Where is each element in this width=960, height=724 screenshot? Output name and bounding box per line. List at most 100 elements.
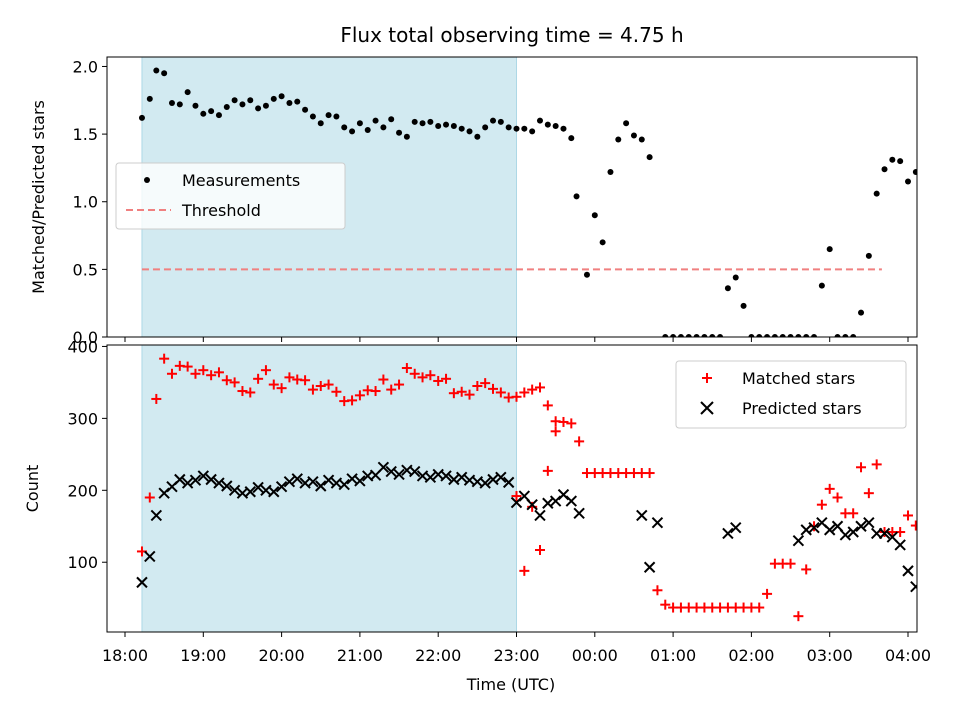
data-point	[584, 272, 590, 278]
data-point	[380, 124, 386, 130]
data-point	[574, 193, 580, 199]
data-point	[637, 510, 647, 520]
data-point	[521, 126, 527, 132]
data-point	[169, 100, 175, 106]
y-tick-label: 100	[67, 553, 98, 572]
data-point	[952, 334, 958, 340]
data-point	[786, 559, 796, 569]
data-point	[412, 119, 418, 125]
x-tick-label: 20:00	[259, 646, 305, 665]
data-point	[443, 122, 449, 128]
data-point	[271, 96, 277, 102]
chart-title: Flux total observing time = 4.75 h	[340, 23, 683, 47]
data-point	[754, 603, 764, 613]
data-point	[161, 70, 167, 76]
data-point	[153, 68, 159, 74]
y-tick-label: 400	[67, 337, 98, 356]
data-point	[451, 123, 457, 129]
data-point	[919, 520, 929, 530]
data-point	[263, 103, 269, 109]
data-point	[349, 128, 355, 134]
data-point	[819, 283, 825, 289]
data-point	[762, 589, 772, 599]
y-tick-label: 2.0	[73, 57, 98, 76]
x-axis-label: Time (UTC)	[466, 675, 555, 694]
x-tick-label: 21:00	[337, 646, 383, 665]
data-point	[615, 137, 621, 143]
data-point	[897, 158, 903, 164]
y-axis-label: Count	[23, 465, 42, 513]
data-point	[459, 126, 465, 132]
data-point	[529, 128, 535, 134]
data-point	[840, 530, 850, 540]
data-point	[645, 562, 655, 572]
data-point	[833, 492, 843, 502]
data-point	[365, 127, 371, 133]
data-point	[255, 105, 261, 111]
data-point	[911, 521, 921, 531]
data-point	[817, 500, 827, 510]
data-point	[232, 97, 238, 103]
data-point	[535, 510, 545, 520]
data-point	[652, 518, 662, 528]
data-point	[373, 118, 379, 124]
data-point	[874, 191, 880, 197]
data-point	[928, 141, 934, 147]
legend-label: Predicted stars	[742, 399, 862, 418]
data-point	[519, 566, 529, 576]
data-point	[310, 114, 316, 120]
data-point	[139, 115, 145, 121]
data-point	[177, 101, 183, 107]
data-point	[279, 93, 285, 99]
data-point	[825, 484, 835, 494]
data-point	[566, 418, 576, 428]
data-point	[639, 137, 645, 143]
y-tick-label: 300	[67, 409, 98, 428]
data-point	[467, 128, 473, 134]
data-point	[208, 108, 214, 114]
data-point	[858, 310, 864, 316]
legend-marker	[144, 177, 150, 183]
legend-label: Measurements	[182, 171, 300, 190]
data-point	[926, 566, 936, 576]
y-tick-label: 1.5	[73, 125, 98, 144]
data-point	[560, 126, 566, 132]
data-point	[623, 120, 629, 126]
data-point	[553, 123, 559, 129]
data-point	[239, 101, 245, 107]
legend-label: Matched stars	[742, 369, 855, 388]
data-point	[905, 178, 911, 184]
data-point	[435, 123, 441, 129]
data-point	[895, 540, 905, 550]
y-tick-label: 0.5	[73, 260, 98, 279]
data-point	[427, 119, 433, 125]
data-point	[848, 527, 858, 537]
y-tick-label: 1.0	[73, 193, 98, 212]
x-tick-label: 02:00	[728, 646, 774, 665]
data-point	[848, 508, 858, 518]
data-point	[341, 124, 347, 130]
data-point	[592, 212, 598, 218]
data-point	[490, 118, 496, 124]
data-point	[903, 510, 913, 520]
data-point	[903, 566, 913, 576]
data-point	[872, 459, 882, 469]
data-point	[647, 154, 653, 160]
data-point	[474, 134, 480, 140]
data-point	[652, 585, 662, 595]
data-point	[535, 382, 545, 392]
data-point	[645, 468, 655, 478]
data-point	[911, 582, 921, 592]
data-point	[866, 253, 872, 259]
data-point	[333, 114, 339, 120]
data-point	[574, 436, 584, 446]
data-point	[535, 545, 545, 555]
data-point	[420, 120, 426, 126]
data-point	[913, 169, 919, 175]
data-point	[566, 496, 576, 506]
data-point	[568, 135, 574, 141]
data-point	[856, 462, 866, 472]
data-point	[944, 199, 950, 205]
